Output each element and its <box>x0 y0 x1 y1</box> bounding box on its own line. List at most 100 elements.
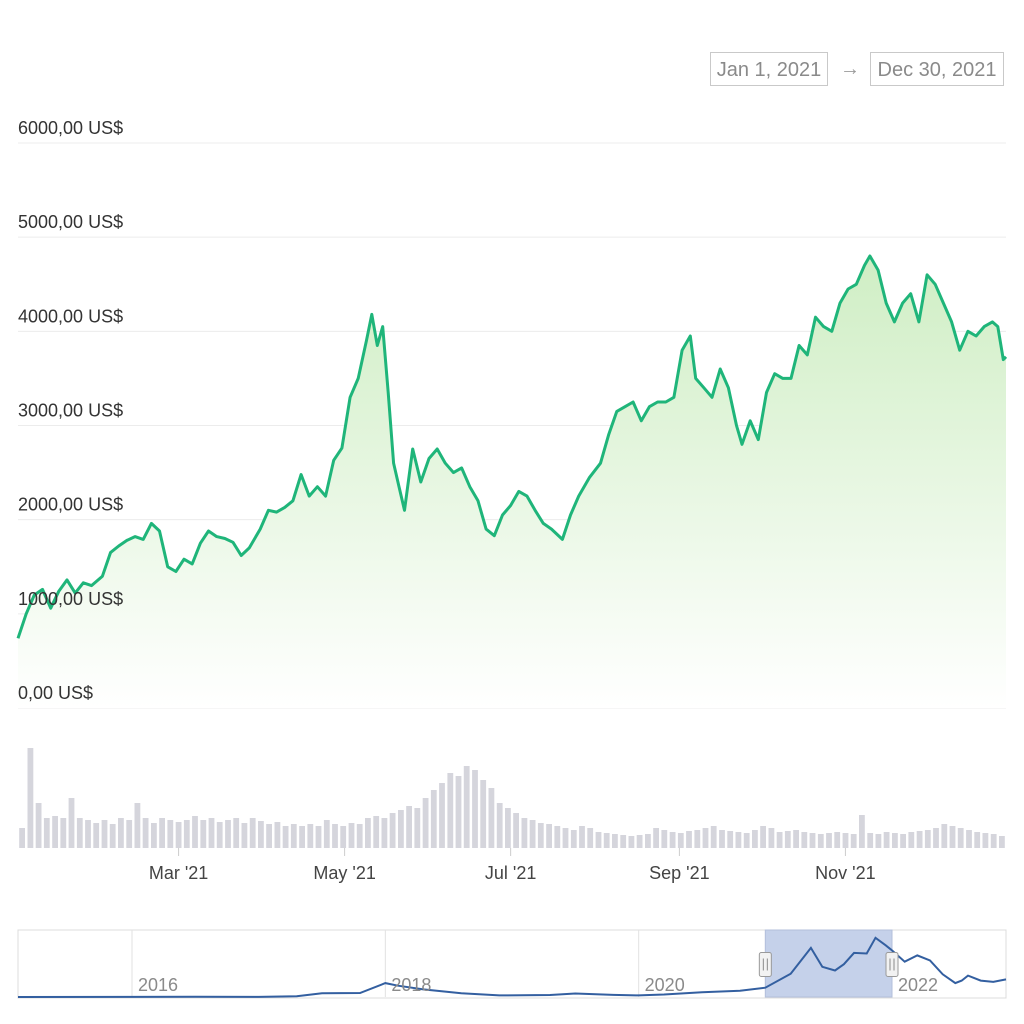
volume-bar <box>356 824 363 848</box>
volume-bar <box>290 824 297 848</box>
volume-bar <box>27 748 34 848</box>
volume-bar <box>801 832 808 848</box>
range-end-input[interactable]: Dec 30, 2021 <box>870 52 1004 86</box>
x-axis-labels: Mar '21 May '21 Jul '21 Sep '21 Nov '21 <box>149 848 876 883</box>
volume-bar <box>941 824 948 848</box>
volume-bar <box>784 831 791 848</box>
volume-bar <box>406 806 412 848</box>
volume-bar <box>752 830 758 848</box>
volume-bar <box>455 776 462 848</box>
volume-bar <box>274 822 281 848</box>
volume-bar <box>768 828 775 848</box>
price-area <box>18 256 1006 708</box>
handle-grip[interactable] <box>758 952 772 977</box>
volume-bar <box>266 824 272 848</box>
volume-bar <box>496 803 503 848</box>
navigator-frame <box>17 929 1007 999</box>
x-tick-label: Sep '21 <box>649 863 710 883</box>
handle-grip[interactable] <box>885 952 899 977</box>
volume-bar <box>793 830 799 848</box>
navigator-handle-right[interactable] <box>885 952 899 977</box>
volume-bar <box>760 826 766 848</box>
volume-bar <box>686 831 692 848</box>
volume-bar <box>908 832 915 848</box>
y-tick-label: 5000,00 US$ <box>18 212 123 232</box>
navigator-tick-label: 2020 <box>645 975 685 995</box>
volume-bar <box>883 832 890 848</box>
volume-bar <box>381 818 388 848</box>
volume-bar <box>521 818 528 848</box>
navigator-selection[interactable] <box>764 929 893 998</box>
range-navigator[interactable]: 2016 2018 2020 2022 <box>17 929 1007 999</box>
volume-bar <box>587 828 594 848</box>
navigator-labels: 2016 2018 2020 2022 <box>138 975 938 995</box>
volume-bar <box>727 831 734 848</box>
volume-bar <box>118 818 124 848</box>
x-tick-label: May '21 <box>313 863 375 883</box>
volume-bar <box>85 820 91 848</box>
volume-bar <box>208 818 215 848</box>
range-arrow-icon: → <box>840 58 860 80</box>
volume-bar <box>612 834 618 848</box>
volume-bar <box>505 808 511 848</box>
navigator-handle-left[interactable] <box>758 952 772 977</box>
volume-bar <box>340 826 347 848</box>
volume-bar <box>76 818 83 848</box>
y-axis-labels: 6000,00 US$ 5000,00 US$ 4000,00 US$ 3000,00… <box>18 118 123 703</box>
volume-bar <box>389 813 396 848</box>
navigator-tick-label: 2016 <box>138 975 178 995</box>
volume-bar <box>677 833 684 848</box>
volume-bar <box>373 816 380 848</box>
volume-bar <box>43 818 50 848</box>
volume-bar <box>710 826 717 848</box>
volume-bar <box>628 836 635 848</box>
volume-bar <box>916 831 923 848</box>
volume-bar <box>101 820 108 848</box>
volume-bar <box>299 826 305 848</box>
volume-bar <box>35 803 42 848</box>
volume-bar <box>875 834 882 848</box>
volume-bar <box>60 818 67 848</box>
y-tick-label: 2000,00 US$ <box>18 495 123 515</box>
volume-bar <box>579 826 585 848</box>
y-tick-label: 0,00 US$ <box>18 683 93 703</box>
volume-bar <box>653 828 659 848</box>
volume-bar <box>620 835 627 848</box>
volume-bar <box>68 798 75 848</box>
volume-bar <box>414 808 421 848</box>
volume-bar <box>834 832 841 848</box>
volume-bar <box>603 833 610 848</box>
y-tick-label: 4000,00 US$ <box>18 306 123 326</box>
volume-bar <box>422 798 429 848</box>
volume-bar <box>315 826 322 848</box>
volume-bar <box>867 833 874 848</box>
volume-bar <box>192 816 198 848</box>
volume-bar <box>974 832 981 848</box>
volume-bar <box>645 834 651 848</box>
volume-bar <box>562 828 569 848</box>
volume-bar <box>933 828 939 848</box>
volume-bar <box>513 813 519 848</box>
volume-bar <box>175 822 182 848</box>
volume-bar <box>258 821 264 848</box>
price-line[interactable] <box>16 254 1008 639</box>
volume-bar <box>809 833 816 848</box>
range-start-input[interactable]: Jan 1, 2021 <box>710 52 828 86</box>
volume-bar <box>636 835 643 848</box>
x-tick-label: Jul '21 <box>485 863 536 883</box>
volume-bar <box>982 833 989 848</box>
volume-bar <box>554 826 561 848</box>
volume-bar <box>282 826 289 848</box>
volume-bars <box>19 748 1005 848</box>
volume-bar <box>480 780 487 848</box>
volume-bar <box>134 803 141 848</box>
volume-bar <box>949 826 956 848</box>
volume-bar <box>307 824 314 848</box>
volume-bar <box>93 823 100 848</box>
volume-bar <box>348 823 355 848</box>
y-tick-label: 1000,00 US$ <box>18 589 123 609</box>
volume-bar <box>776 832 783 848</box>
volume-bar <box>661 830 668 848</box>
volume-bar <box>546 824 552 848</box>
